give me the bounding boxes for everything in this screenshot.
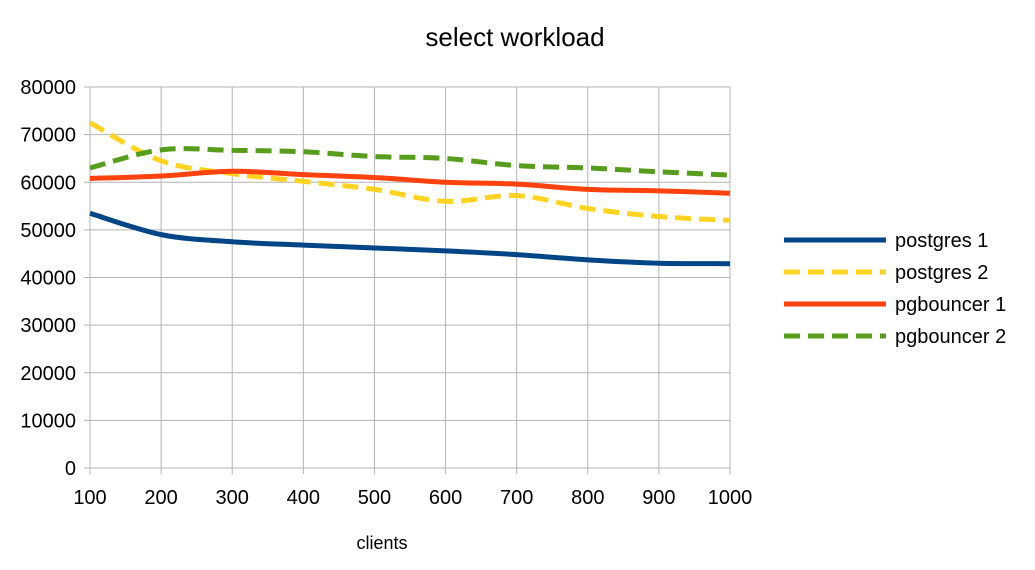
x-tick-label: 500 <box>358 487 391 509</box>
x-tick-label: 400 <box>287 487 320 509</box>
y-tick-label: 60000 <box>20 172 76 194</box>
series-line-postgres-1 <box>89 210 731 267</box>
y-tick-label: 20000 <box>20 363 76 385</box>
x-tick-label: 1000 <box>708 487 753 509</box>
y-axis-ticks: 0 10000 20000 30000 40000 50000 60000 70000 8000… <box>20 77 76 480</box>
y-tick-label: 0 <box>65 458 76 480</box>
x-tick-label: 700 <box>500 487 533 509</box>
y-tick-label: 50000 <box>20 220 76 242</box>
x-tick-label: 300 <box>216 487 249 509</box>
legend-label: pgbouncer 2 <box>895 326 1006 348</box>
x-tick-label: 100 <box>73 487 106 509</box>
x-tick-label: 600 <box>429 487 462 509</box>
x-tick-label: 200 <box>144 487 177 509</box>
legend-label: postgres 2 <box>895 262 988 284</box>
series-line-pgbouncer-2 <box>89 146 731 178</box>
series-line-pgbouncer-1 <box>89 168 731 196</box>
x-tick-label: 800 <box>571 487 604 509</box>
y-tick-label: 80000 <box>20 77 76 99</box>
x-axis-label: clients <box>356 533 407 553</box>
series-line-postgres-2 <box>88 120 731 223</box>
y-tick-label: 30000 <box>20 315 76 337</box>
legend-label: pgbouncer 1 <box>895 294 1006 316</box>
x-tick-label: 900 <box>642 487 675 509</box>
series-lines <box>88 120 731 267</box>
grid-lines <box>84 86 731 474</box>
y-tick-label: 10000 <box>20 410 76 432</box>
legend: postgres 1 postgres 2 pgbouncer 1 pgbouncer… <box>784 230 1006 348</box>
y-tick-label: 70000 <box>20 125 76 147</box>
legend-label: postgres 1 <box>895 230 988 252</box>
chart-title: select workload <box>425 22 604 52</box>
y-tick-label: 40000 <box>20 268 76 290</box>
x-axis-ticks: 100 200 300 400 500 600 700 800 900 1000 <box>73 487 752 509</box>
